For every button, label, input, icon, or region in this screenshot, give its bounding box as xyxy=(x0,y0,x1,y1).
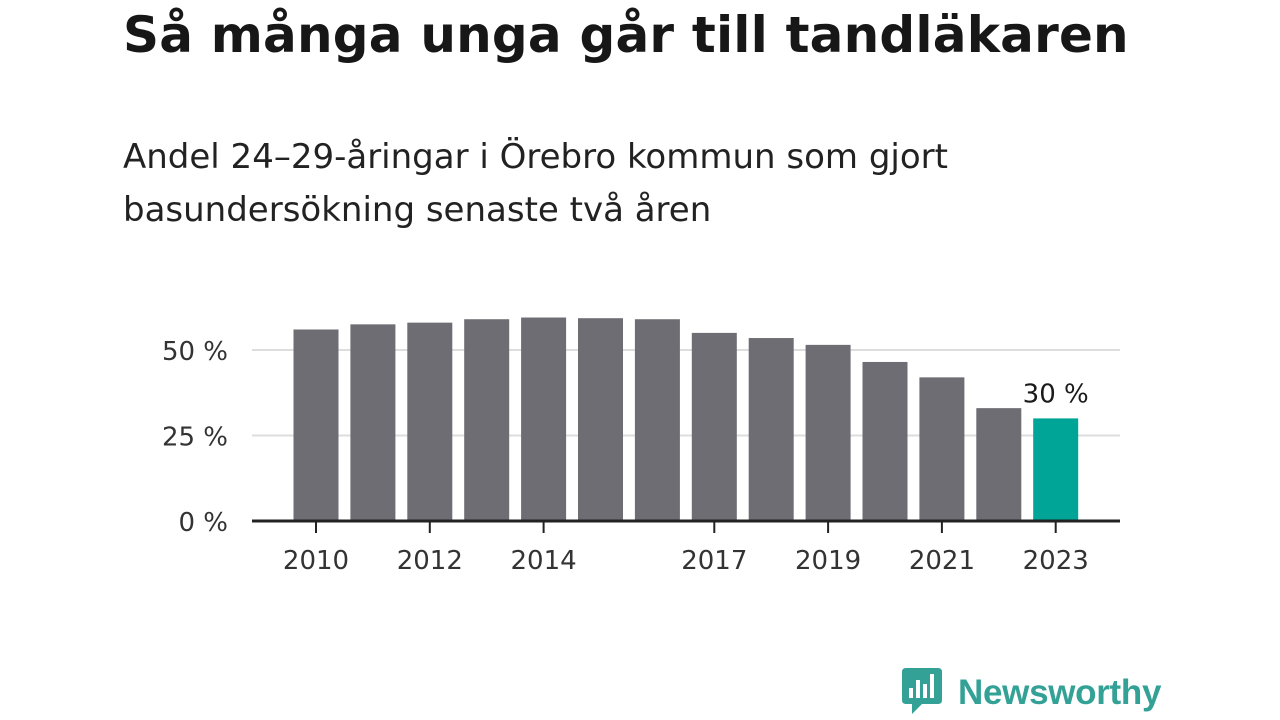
bar-chart: 0 % 25 % 50 % 2010 2012 2014 2017 2019 2021 2023 3… xyxy=(162,317,1120,576)
bar xyxy=(350,324,396,521)
gridlines xyxy=(252,349,1120,437)
bar xyxy=(634,319,680,521)
bar-chart-speech-bubble-icon xyxy=(902,668,942,718)
labels: 0 % 25 % 50 % 2010 2012 2014 2017 2019 2021 2023 3… xyxy=(162,337,1089,576)
x-tick-label: 2021 xyxy=(909,546,975,576)
bar xyxy=(293,329,339,521)
bar xyxy=(862,361,908,521)
axes xyxy=(252,519,1120,533)
x-tick-label: 2019 xyxy=(795,546,861,576)
y-tick-label: 0 % xyxy=(178,508,228,538)
data-label: 30 % xyxy=(1023,379,1089,409)
chart-title: Så många unga går till tandläkaren xyxy=(123,6,1129,64)
bar xyxy=(464,319,510,521)
bar xyxy=(748,338,794,521)
logo-wordmark: Newsworthy xyxy=(958,673,1162,712)
y-tick-label: 25 % xyxy=(162,423,228,453)
x-tick-label: 2010 xyxy=(283,546,349,576)
bar xyxy=(407,322,453,521)
x-tick-label: 2012 xyxy=(397,546,463,576)
x-tick-label: 2014 xyxy=(511,546,577,576)
newsworthy-logo: Newsworthy xyxy=(902,668,1162,718)
bar xyxy=(578,318,623,521)
bar xyxy=(976,408,1022,521)
bar xyxy=(1033,418,1079,521)
bar xyxy=(521,317,567,521)
chart-subtitle: Andel 24–29-åringar i Örebro kommun som … xyxy=(123,137,948,230)
bar xyxy=(691,332,737,521)
bar xyxy=(805,344,851,521)
x-tick-label: 2023 xyxy=(1023,546,1089,576)
x-tick-label: 2017 xyxy=(681,546,747,576)
bar xyxy=(919,377,965,521)
y-tick-label: 50 % xyxy=(162,337,228,367)
bars xyxy=(293,317,1079,521)
